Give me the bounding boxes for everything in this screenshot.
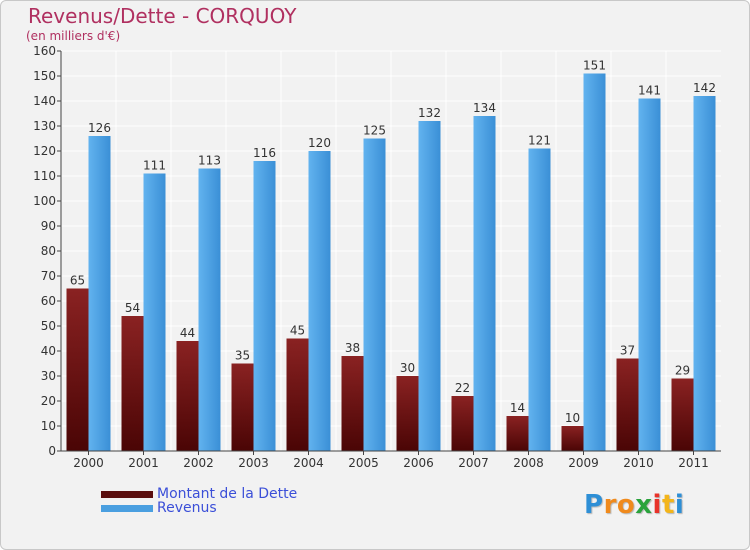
logo-letter: i [674,490,685,520]
bar-revenue [473,116,496,451]
bar-debt [286,338,309,451]
chart-subtitle: (en milliers d'€) [26,29,121,43]
y-tick-label: 130 [33,119,56,133]
logo-letter: r [603,490,617,520]
data-label-revenue: 113 [198,154,221,168]
x-tick-label: 2008 [513,456,544,470]
x-tick-label: 2010 [623,456,654,470]
data-label-debt: 22 [455,381,470,395]
data-label-debt: 30 [400,361,415,375]
y-tick-label: 100 [33,194,56,208]
logo-letter: P [584,490,604,520]
data-label-debt: 37 [620,344,635,358]
y-tick-label: 60 [41,294,56,308]
y-tick-label: 110 [33,169,56,183]
data-label-revenue: 151 [583,59,606,73]
legend-label-revenue: Revenus [157,500,217,516]
bar-revenue [253,161,276,451]
x-tick-label: 2004 [293,456,324,470]
data-label-debt: 35 [235,349,250,363]
data-label-debt: 65 [70,274,85,288]
y-tick-label: 70 [41,269,56,283]
x-tick-label: 2000 [73,456,104,470]
y-tick-label: 150 [33,69,56,83]
legend-item-revenue: Revenus [101,500,297,516]
bar-debt [506,416,529,451]
x-tick-label: 2003 [238,456,269,470]
legend: Montant de la Dette Revenus [101,486,298,516]
x-tick-label: 2009 [568,456,599,470]
y-tick-label: 160 [33,44,56,58]
bar-debt [121,316,144,451]
data-label-debt: 44 [180,326,195,340]
logo-letter: t [661,490,675,520]
data-label-debt: 29 [675,364,690,378]
data-label-revenue: 141 [638,84,661,98]
bar-revenue [363,138,386,451]
bar-debt [176,341,199,451]
legend-swatch-revenue [101,504,153,512]
legend-swatch-debt [101,490,153,498]
bar-debt [616,358,639,451]
proxiti-logo: Proxiti [584,490,684,520]
x-tick-label: 2002 [183,456,214,470]
x-tick-label: 2006 [403,456,434,470]
data-label-revenue: 132 [418,106,441,120]
bar-revenue [198,168,221,451]
y-tick-label: 90 [41,219,56,233]
y-tick-label: 0 [48,444,56,458]
bar-revenue [528,148,551,451]
data-label-debt: 54 [125,301,140,315]
data-label-revenue: 111 [143,159,166,173]
data-label-revenue: 125 [363,124,386,138]
bar-revenue [418,121,441,451]
bar-revenue [638,98,661,451]
bar-revenue [583,73,606,451]
bar-debt [66,288,89,451]
x-tick-label: 2005 [348,456,379,470]
chart-title: Revenus/Dette - CORQUOY [28,4,297,28]
x-tick-label: 2001 [128,456,159,470]
logo-letter: x [635,490,653,520]
bar-debt [231,363,254,451]
y-tick-label: 20 [41,394,56,408]
bar-debt [561,426,584,451]
x-tick-label: 2011 [678,456,709,470]
data-label-revenue: 134 [473,101,496,115]
data-label-revenue: 120 [308,136,331,150]
legend-label-debt: Montant de la Dette [157,486,298,502]
bar-debt [671,378,694,451]
data-label-debt: 45 [290,324,305,338]
bar-revenue [308,151,331,451]
y-tick-label: 10 [41,419,56,433]
data-label-revenue: 116 [253,146,276,160]
y-tick-label: 80 [41,244,56,258]
data-label-revenue: 126 [88,121,111,135]
data-label-debt: 14 [510,401,525,415]
logo-letter: i [652,490,662,520]
bar-debt [396,376,419,451]
bar-debt [341,356,364,451]
y-tick-label: 30 [41,369,56,383]
y-tick-label: 50 [41,319,56,333]
data-label-debt: 10 [565,411,580,425]
data-label-revenue: 142 [693,81,716,95]
bar-revenue [143,173,166,451]
bar-revenue [88,136,111,451]
y-tick-label: 120 [33,144,56,158]
logo-letter: o [616,490,636,520]
y-tick-label: 140 [33,94,56,108]
data-label-debt: 38 [345,341,360,355]
data-label-revenue: 121 [528,134,551,148]
bar-debt [451,396,474,451]
y-tick-label: 40 [41,344,56,358]
legend-item-debt: Montant de la Dette [101,486,298,502]
x-tick-label: 2007 [458,456,489,470]
bar-revenue [693,96,716,451]
